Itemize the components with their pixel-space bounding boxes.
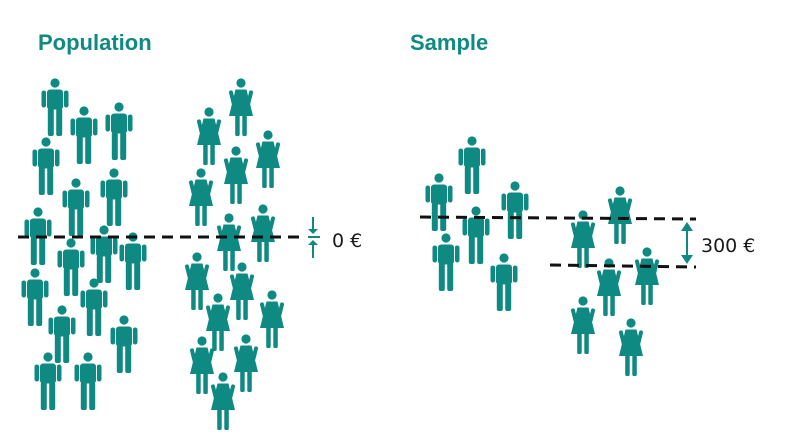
male-person-icon bbox=[105, 102, 133, 160]
female-person-icon bbox=[210, 372, 236, 430]
male-person-icon bbox=[57, 238, 85, 296]
male-person-icon bbox=[21, 268, 49, 326]
female-person-icon bbox=[607, 186, 633, 244]
population-difference-label: 0 € bbox=[332, 230, 363, 252]
female-person-icon bbox=[259, 290, 285, 348]
male-person-icon bbox=[62, 178, 90, 236]
male-person-icon bbox=[119, 232, 147, 290]
population-arrowhead-up bbox=[308, 240, 318, 245]
female-person-icon bbox=[250, 204, 276, 262]
female-person-icon bbox=[570, 296, 596, 354]
female-person-icon bbox=[216, 213, 242, 271]
male-person-icon bbox=[74, 352, 102, 410]
male-person-icon bbox=[70, 106, 98, 164]
population-heading: Population bbox=[38, 30, 152, 55]
sample-arrowhead-down bbox=[681, 255, 693, 264]
male-person-icon bbox=[90, 225, 118, 283]
female-person-icon bbox=[618, 318, 644, 376]
female-person-icon bbox=[228, 78, 254, 136]
male-person-icon bbox=[425, 173, 453, 231]
sample-heading: Sample bbox=[410, 30, 489, 55]
female-person-icon bbox=[189, 336, 215, 394]
female-person-icon bbox=[233, 334, 259, 392]
female-person-icon bbox=[188, 168, 214, 226]
male-person-icon bbox=[32, 137, 60, 195]
sample-difference-label: 300 € bbox=[701, 235, 756, 257]
sample-lower-mean-line bbox=[549, 263, 697, 269]
male-person-icon bbox=[80, 278, 108, 336]
male-person-icon bbox=[458, 136, 486, 194]
female-person-icon bbox=[229, 262, 255, 320]
male-person-icon bbox=[100, 168, 128, 226]
female-person-icon bbox=[255, 130, 281, 188]
male-person-icon bbox=[41, 78, 69, 136]
population-arrowhead-down bbox=[308, 229, 318, 234]
female-person-icon bbox=[205, 293, 231, 351]
male-person-icon bbox=[501, 181, 529, 239]
female-person-icon bbox=[196, 107, 222, 165]
female-person-icon bbox=[184, 252, 210, 310]
male-person-icon bbox=[490, 253, 518, 311]
female-person-icon bbox=[634, 247, 660, 305]
sample-arrowhead-up bbox=[681, 222, 693, 231]
female-person-icon bbox=[223, 146, 249, 204]
male-person-icon bbox=[432, 233, 460, 291]
male-person-icon bbox=[110, 315, 138, 373]
male-person-icon bbox=[48, 305, 76, 363]
sample-upper-mean-line bbox=[419, 215, 697, 221]
male-person-icon bbox=[462, 206, 490, 264]
